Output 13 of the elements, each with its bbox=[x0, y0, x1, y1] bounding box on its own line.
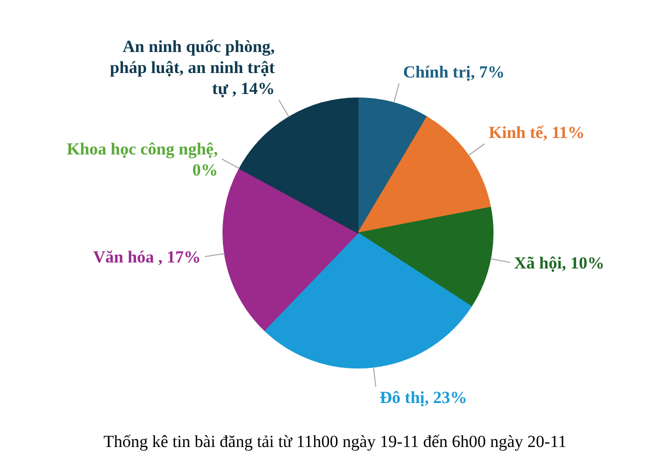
legend-label: Khoa học công nghệ, 0% bbox=[66, 139, 218, 180]
pie-slice bbox=[222, 168, 358, 331]
slice-label: Chính trị, 7% bbox=[403, 62, 505, 82]
pie-slice bbox=[358, 98, 428, 234]
slice-label: Văn hóa , 17% bbox=[93, 248, 201, 267]
pie-slice bbox=[238, 98, 358, 234]
pie-slice bbox=[358, 206, 494, 307]
pie-slice bbox=[264, 232, 472, 368]
text: Thống kê tin bài đăng tải từ 11h00 ngày 19-11 đến 6h00 ngày 20-11 bbox=[102, 432, 568, 452]
slice-label: Kinh tế, 11% bbox=[488, 122, 585, 142]
slice-label: Đô thị, 23% bbox=[380, 388, 468, 407]
slice-label: An ninh quốc phòng, pháp luật, an ninh trật tự , 14% bbox=[110, 36, 276, 98]
slice-label: Xã hội, 10% bbox=[514, 254, 604, 273]
